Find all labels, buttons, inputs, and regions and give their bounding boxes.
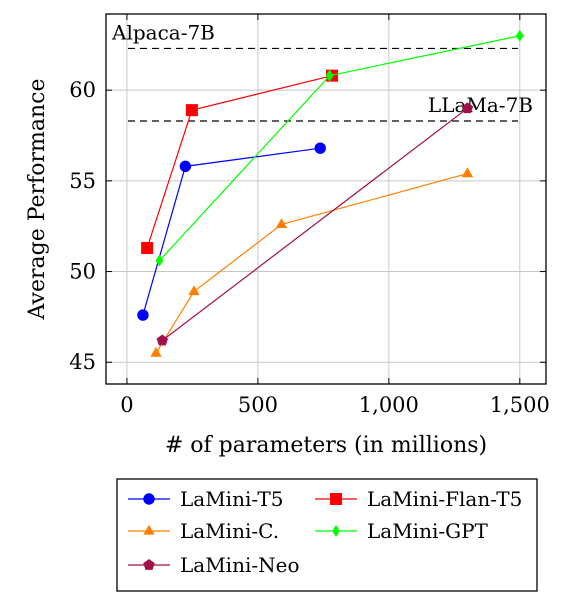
ticks: 0 500 1,000 1,500 45 50 55 60 (69, 14, 550, 417)
data-point (141, 241, 154, 254)
x-tick-label: 0 (120, 393, 133, 417)
reference-line-label: LLaMa-7B (428, 93, 533, 117)
x-tick-label: 1,500 (490, 393, 550, 417)
data-point (325, 69, 334, 82)
grid (106, 14, 546, 384)
x-tick-label: 500 (238, 393, 278, 417)
legend-marker (332, 525, 340, 537)
data-point (155, 254, 164, 267)
legend-label: LaMini-Flan-T5 (367, 487, 522, 511)
legend-label: LaMini-C. (180, 519, 279, 543)
data-point (461, 167, 474, 178)
data-point (137, 309, 149, 321)
x-axis-label: # of parameters (in millions) (165, 433, 487, 458)
series (137, 29, 524, 357)
series-line (161, 107, 468, 341)
x-tick-label: 1,000 (359, 393, 419, 417)
data-point (156, 334, 169, 346)
legend-marker (143, 493, 155, 505)
legend: LaMini-T5 LaMini-Flan-T5 LaMini-C. LaMini-G… (116, 478, 538, 592)
y-tick-label: 50 (69, 260, 96, 284)
data-point (188, 285, 200, 296)
data-point (515, 29, 524, 42)
y-tick-label: 55 (69, 169, 96, 193)
legend-marker (143, 524, 155, 535)
data-point (275, 218, 288, 228)
legend-marker (143, 559, 155, 570)
reference-lines: Alpaca-7B LLaMa-7B (111, 20, 533, 122)
data-point (150, 346, 162, 357)
data-point (185, 104, 198, 117)
plot-frame (105, 13, 547, 385)
legend-label: LaMini-T5 (180, 487, 283, 511)
reference-line-label: Alpaca-7B (111, 20, 215, 44)
series-line (155, 173, 468, 354)
legend-label: LaMini-Neo (180, 553, 300, 577)
y-tick-label: 45 (69, 350, 96, 374)
data-point (179, 160, 192, 173)
series-line (158, 35, 520, 262)
data-point (314, 142, 326, 154)
series-line (146, 75, 333, 249)
series-line (142, 147, 321, 316)
y-tick-label: 60 (69, 78, 96, 102)
legend-label: LaMini-GPT (367, 519, 489, 543)
y-axis-label: Average Performance (25, 79, 50, 321)
data-point (461, 102, 474, 114)
legend-frame (116, 478, 538, 592)
legend-marker (330, 493, 342, 505)
